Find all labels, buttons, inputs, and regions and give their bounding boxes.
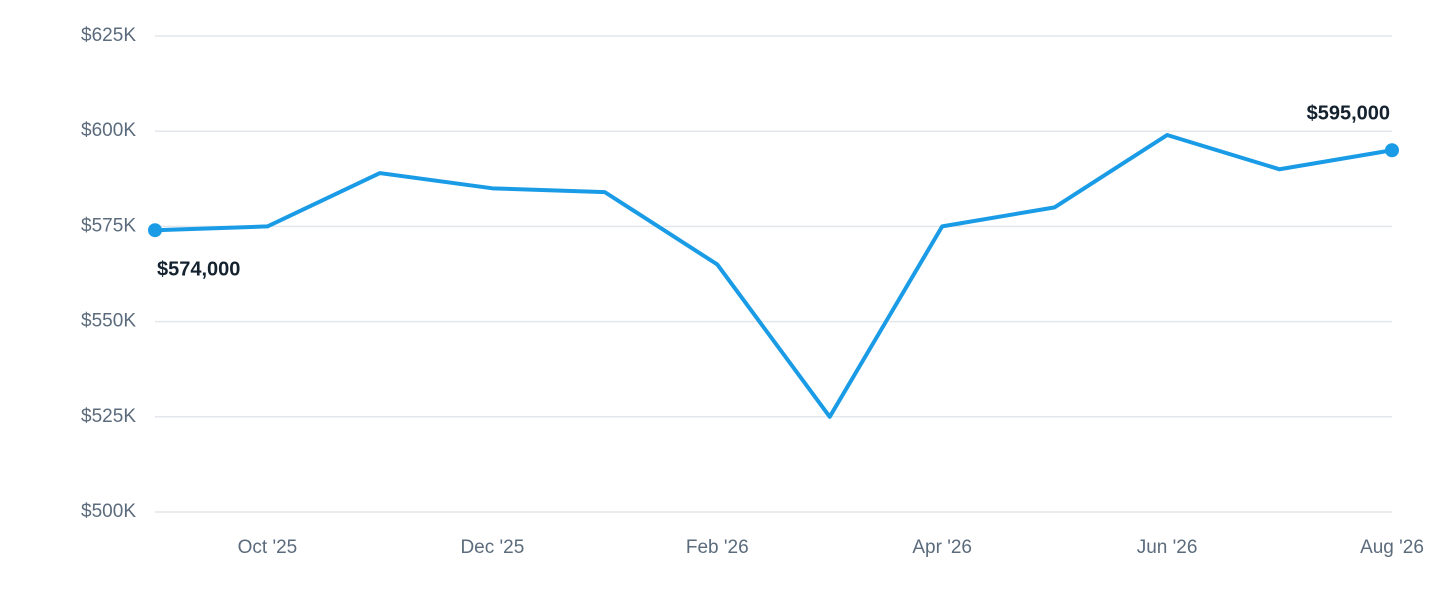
y-tick-label: $525K bbox=[81, 406, 136, 427]
y-tick-label: $500K bbox=[81, 501, 136, 522]
y-tick-label: $625K bbox=[81, 25, 136, 46]
value-label: $574,000 bbox=[157, 258, 240, 280]
x-tick-label: Feb '26 bbox=[686, 537, 749, 558]
x-tick-label: Oct '25 bbox=[238, 537, 298, 558]
y-tick-label: $575K bbox=[81, 215, 136, 236]
point bbox=[148, 223, 162, 238]
point bbox=[1385, 143, 1399, 158]
x-tick-label: Apr '26 bbox=[912, 537, 972, 558]
line bbox=[154, 133, 1393, 419]
x-tick-label: Dec '25 bbox=[460, 537, 524, 558]
y-tick-label: $600K bbox=[81, 120, 136, 141]
x-tick-label: Aug '26 bbox=[1360, 537, 1424, 558]
value-label: $595,000 bbox=[1307, 103, 1390, 125]
x-tick-label: Jun '26 bbox=[1137, 537, 1198, 558]
y-tick-label: $550K bbox=[81, 311, 136, 332]
